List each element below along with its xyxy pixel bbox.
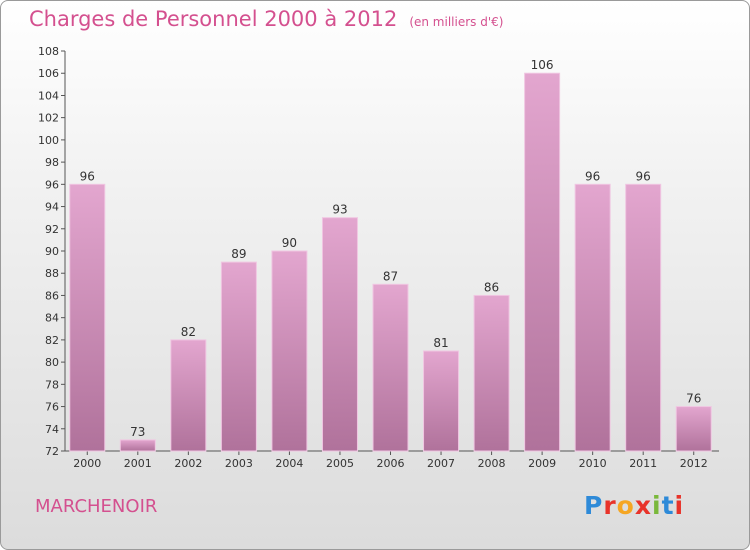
- bar[interactable]: [220, 261, 257, 452]
- x-tick-label: 2004: [275, 457, 303, 470]
- y-tick-label: 74: [45, 423, 59, 436]
- logo-letter: i: [652, 491, 662, 520]
- bar[interactable]: [69, 183, 106, 452]
- bar[interactable]: [675, 406, 712, 452]
- chart-title: Charges de Personnel 2000 à 2012 (en mill…: [29, 7, 504, 31]
- y-axis: 72 74 76 78 80 82 84 86 88 90 92 94 96 98 100 102 104 106…: [38, 45, 66, 458]
- x-tick-label: 2005: [326, 457, 354, 470]
- bar-value-labels: 96 73 82 89 90 93 87 81 86 106 96 96 76: [80, 58, 702, 439]
- y-tick-label: 106: [38, 67, 59, 80]
- bar-value-label: 96: [636, 169, 651, 183]
- logo-letter: o: [616, 491, 635, 520]
- y-tick-label: 104: [38, 89, 59, 102]
- bars: [69, 72, 712, 452]
- bar[interactable]: [372, 283, 409, 452]
- bar[interactable]: [423, 350, 460, 452]
- bar[interactable]: [625, 183, 662, 452]
- logo-letter: t: [661, 491, 675, 520]
- bar-value-label: 96: [80, 169, 95, 183]
- x-tick-label: 2012: [680, 457, 708, 470]
- y-tick-label: 84: [45, 312, 59, 325]
- y-tick-label: 102: [38, 112, 59, 125]
- bar-value-label: 81: [433, 336, 448, 350]
- bar-value-label: 82: [181, 325, 196, 339]
- bar[interactable]: [574, 183, 611, 452]
- x-tick-label: 2006: [377, 457, 405, 470]
- y-tick-label: 88: [45, 267, 59, 280]
- bar-value-label: 73: [130, 425, 145, 439]
- bar[interactable]: [271, 250, 308, 452]
- y-tick-label: 82: [45, 334, 59, 347]
- proxiti-logo[interactable]: Proxiti: [584, 491, 684, 520]
- x-tick-label: 2010: [579, 457, 607, 470]
- y-tick-label: 98: [45, 156, 59, 169]
- x-tick-label: 2007: [427, 457, 455, 470]
- bar[interactable]: [321, 217, 358, 452]
- x-tick-label: 2001: [124, 457, 152, 470]
- bar-value-label: 86: [484, 280, 499, 294]
- bar-value-label: 96: [585, 169, 600, 183]
- bar-value-label: 90: [282, 236, 297, 250]
- logo-letter: r: [603, 491, 617, 520]
- y-tick-label: 92: [45, 223, 59, 236]
- logo-letter: i: [674, 491, 685, 520]
- y-tick-label: 100: [38, 134, 59, 147]
- bar-value-label: 89: [231, 247, 246, 261]
- bar[interactable]: [524, 72, 561, 452]
- x-tick-label: 2003: [225, 457, 253, 470]
- bar-value-label: 87: [383, 269, 398, 283]
- commune-name: MARCHENOIR: [35, 496, 158, 517]
- y-tick-label: 90: [45, 245, 59, 258]
- x-tick-label: 2009: [528, 457, 556, 470]
- y-tick-label: 86: [45, 289, 59, 302]
- y-tick-label: 72: [45, 445, 59, 458]
- logo-letter: P: [584, 491, 604, 520]
- bar[interactable]: [473, 294, 510, 452]
- y-tick-label: 108: [38, 45, 59, 58]
- chart-subtitle: (en milliers d'€): [409, 15, 504, 29]
- x-tick-label: 2011: [629, 457, 657, 470]
- logo-letter: x: [634, 491, 652, 520]
- y-tick-label: 78: [45, 378, 59, 391]
- bar[interactable]: [119, 439, 156, 452]
- x-tick-label: 2008: [478, 457, 506, 470]
- bar[interactable]: [170, 339, 207, 452]
- bar-value-label: 106: [531, 58, 554, 72]
- x-axis: 2000 2001 2002 2003 2004 2005 2006 2007 2008 2009…: [65, 450, 719, 470]
- bar-value-label: 76: [686, 392, 701, 406]
- y-tick-label: 96: [45, 178, 59, 191]
- y-tick-label: 94: [45, 201, 59, 214]
- x-tick-label: 2000: [73, 457, 101, 470]
- y-tick-label: 80: [45, 356, 59, 369]
- bar-value-label: 93: [332, 203, 347, 217]
- x-tick-label: 2002: [174, 457, 202, 470]
- y-tick-label: 76: [45, 401, 59, 414]
